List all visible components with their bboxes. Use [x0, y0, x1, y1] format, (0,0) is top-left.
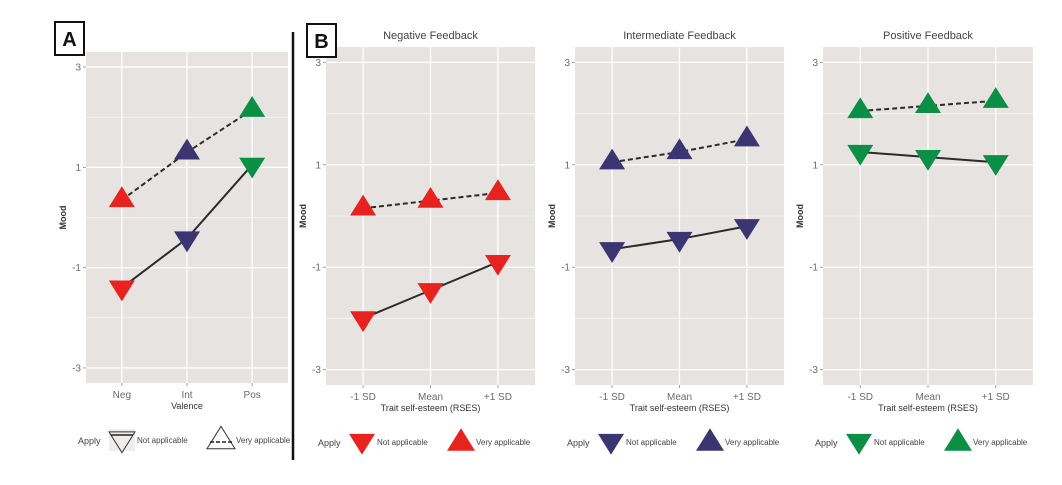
marker-very-applicable: [239, 96, 266, 117]
legend-title: Apply: [815, 438, 838, 448]
y-tick-label: -3: [809, 365, 818, 376]
legend-label-very-applicable: Very applicable: [236, 436, 291, 445]
x-tick-label: Mean: [667, 392, 692, 403]
x-tick-label: +1 SD: [733, 392, 761, 403]
legend-label-very-applicable: Very applicable: [973, 438, 1028, 447]
y-tick-label: -3: [72, 363, 81, 374]
y-tick-label: 1: [564, 160, 570, 171]
legend-label-not-applicable: Not applicable: [874, 438, 925, 447]
marker-very-applicable: [174, 138, 200, 160]
x-tick-label: Pos: [244, 390, 261, 401]
x-tick-label: -1 SD: [599, 392, 625, 403]
x-tick-label: -1 SD: [847, 392, 873, 403]
y-tick-label: -3: [312, 365, 321, 376]
legend-marker-very-applicable: [944, 428, 972, 451]
x-axis-title: Valence: [171, 401, 203, 411]
legend-marker-very-applicable: [206, 425, 236, 450]
y-tick-label: 3: [315, 58, 321, 69]
panel-title: Positive Feedback: [883, 30, 973, 42]
legend-marker-very-applicable: [447, 428, 475, 451]
marker-not-applicable: [599, 242, 626, 263]
panel-title: Negative Feedback: [383, 30, 478, 42]
legend-marker-not-applicable: [108, 431, 136, 454]
marker-not-applicable: [666, 231, 693, 253]
x-axis-title: Trait self-esteem (RSES): [878, 403, 978, 413]
legend-title: Apply: [318, 438, 341, 448]
y-tick-label: 1: [315, 160, 321, 171]
y-tick-label: 3: [812, 58, 818, 69]
legend-marker-not-applicable: [349, 433, 375, 455]
y-tick-label: 1: [75, 163, 81, 174]
y-tick-label: -1: [561, 263, 570, 274]
legend-label-not-applicable: Not applicable: [137, 436, 188, 445]
legend-title: Apply: [567, 438, 590, 448]
legend-label-not-applicable: Not applicable: [377, 438, 428, 447]
marker-very-applicable: [733, 125, 760, 147]
x-axis-title: Trait self-esteem (RSES): [381, 403, 481, 413]
x-tick-label: +1 SD: [982, 392, 1010, 403]
y-tick-label: -3: [561, 365, 570, 376]
panel-a: 3 1 -1 -3 Neg Int Pos Valence Mood A Apply Not appl…: [54, 21, 291, 454]
x-tick-label: Int: [181, 390, 192, 401]
panel-title: Intermediate Feedback: [623, 30, 736, 42]
marker-very-applicable: [915, 92, 941, 114]
marker-not-applicable: [350, 311, 377, 333]
y-axis-title: Mood: [547, 204, 557, 228]
y-tick-label: 1: [812, 160, 818, 171]
legend-marker-not-applicable: [598, 433, 624, 455]
panel-label: A: [62, 29, 76, 51]
marker-very-applicable: [417, 186, 444, 208]
marker-very-applicable: [599, 148, 626, 170]
legend-label-very-applicable: Very applicable: [725, 438, 780, 447]
marker-not-applicable: [915, 149, 941, 171]
legend-label-very-applicable: Very applicable: [476, 438, 531, 447]
y-tick-label: -1: [72, 263, 81, 274]
y-tick-label: 3: [564, 58, 570, 69]
legend-marker-not-applicable: [846, 433, 872, 455]
marker-very-applicable: [484, 179, 511, 201]
y-tick-label: -1: [809, 263, 818, 274]
legend-label-not-applicable: Not applicable: [626, 438, 677, 447]
marker-very-applicable: [350, 194, 377, 216]
y-axis-title: Mood: [298, 204, 308, 228]
x-tick-label: -1 SD: [350, 392, 376, 403]
y-axis-title: Mood: [58, 206, 68, 230]
x-axis-title: Trait self-esteem (RSES): [630, 403, 730, 413]
panel-positive: 3 1 -1 -3 -1 SD Mean +1 SD Trait self-esteem (R…: [795, 30, 1033, 455]
panel-label-box: [306, 23, 337, 58]
marker-very-applicable: [982, 87, 1009, 108]
marker-not-applicable: [733, 219, 760, 240]
marker-not-applicable: [417, 283, 444, 304]
marker-not-applicable: [108, 280, 135, 302]
x-tick-label: Mean: [915, 392, 940, 403]
marker-not-applicable: [484, 254, 511, 276]
y-tick-label: -1: [312, 263, 321, 274]
marker-not-applicable: [847, 144, 874, 166]
marker-not-applicable: [174, 231, 200, 253]
x-tick-label: Neg: [113, 390, 131, 401]
marker-very-applicable: [847, 97, 874, 119]
panel-label: B: [314, 31, 328, 53]
y-axis-title: Mood: [795, 204, 805, 228]
marker-not-applicable: [239, 157, 266, 179]
x-tick-label: Mean: [418, 392, 443, 403]
legend-title: Apply: [78, 436, 101, 446]
x-tick-label: +1 SD: [484, 392, 512, 403]
legend-marker-very-applicable: [696, 428, 724, 451]
marker-not-applicable: [982, 155, 1009, 176]
marker-very-applicable: [666, 138, 693, 160]
y-tick-label: 3: [75, 63, 81, 74]
marker-very-applicable: [108, 186, 135, 208]
panel-label-box: [54, 21, 85, 56]
